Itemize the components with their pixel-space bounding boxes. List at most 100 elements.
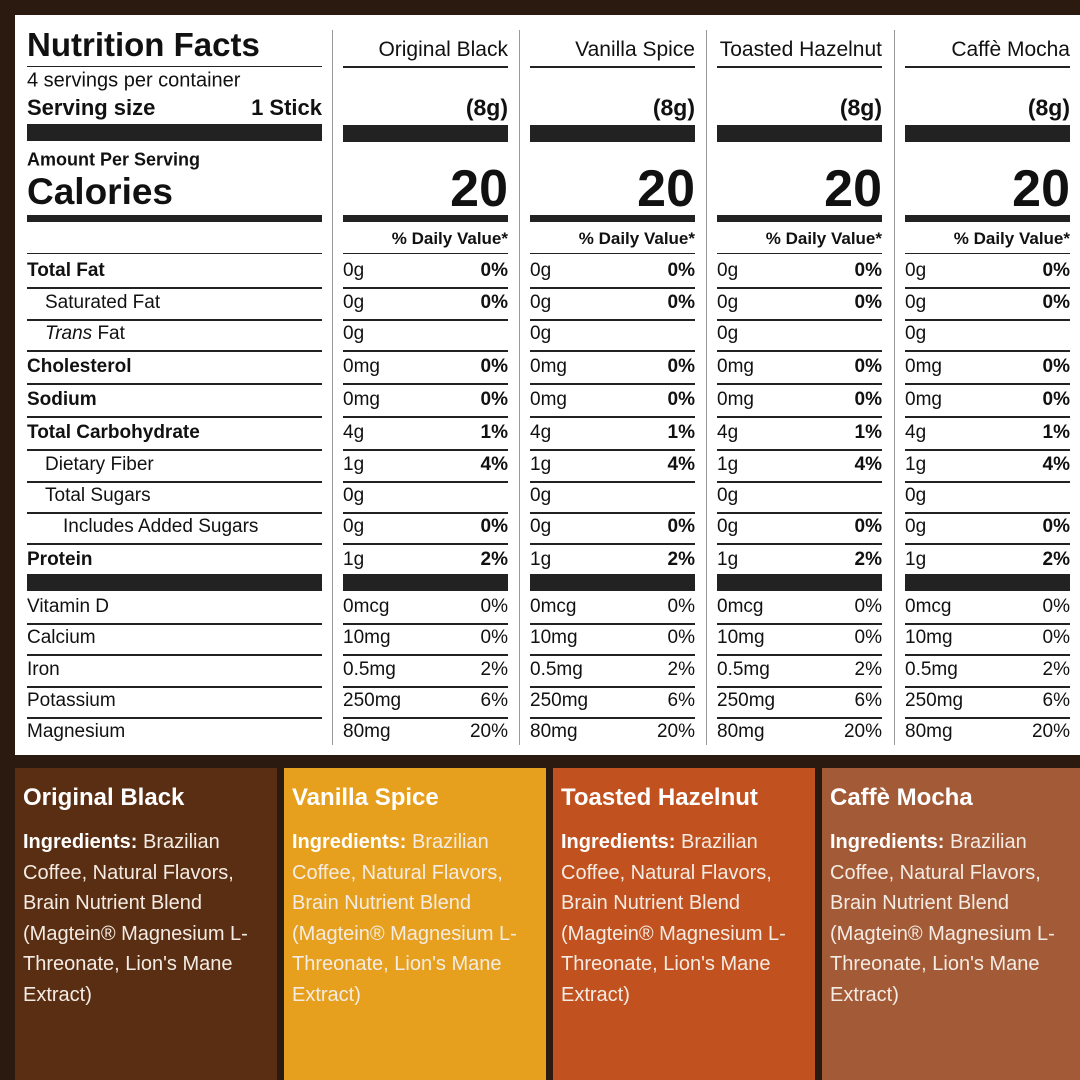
daily-value: 2% (480, 549, 508, 570)
ingredients: Brazilian Coffee, Natural Flavors, Brain… (830, 831, 1055, 1006)
rule (343, 416, 508, 418)
ingredient-title: Vanilla Spice (292, 784, 439, 811)
rule (27, 481, 322, 483)
ingredients: Brazilian Coffee, Natural Flavors, Brain… (292, 831, 517, 1006)
rule (27, 319, 322, 321)
nutrient-name: Total Fat (27, 260, 105, 281)
daily-value: 0% (480, 596, 508, 617)
vitamin-name: Vitamin D (27, 596, 110, 617)
rule (717, 383, 882, 385)
daily-value: 1% (1042, 422, 1070, 443)
amount: 10mg (530, 627, 578, 648)
daily-value: 0% (854, 389, 882, 410)
rule (27, 350, 322, 352)
calories-label: Calories (27, 171, 174, 212)
rule (905, 543, 1070, 545)
daily-value: 20% (656, 721, 695, 742)
daily-value: 2% (667, 659, 695, 680)
serving-size-label: Serving size (27, 95, 156, 120)
rule (905, 383, 1070, 385)
amount: 1g (905, 454, 927, 475)
product-name: Original Black (378, 38, 508, 61)
rule (343, 654, 508, 656)
rule (717, 717, 882, 719)
amount: 0g (717, 485, 739, 506)
thick-bar (27, 574, 322, 591)
rule (530, 512, 695, 514)
rule (717, 543, 882, 545)
product-name: Caffè Mocha (951, 38, 1070, 61)
nutrient-name: Protein (27, 549, 93, 570)
thick-bar (27, 124, 322, 141)
column-divider (332, 30, 333, 745)
daily-value: 4% (1042, 454, 1070, 475)
amount: 250mg (717, 690, 776, 711)
daily-value: 0% (480, 627, 508, 648)
rule (905, 717, 1070, 719)
amount: 0.5mg (717, 659, 770, 680)
daily-value: 6% (667, 690, 695, 711)
rule (717, 66, 882, 68)
amount: 0g (530, 485, 552, 506)
daily-value: 0% (480, 516, 508, 537)
rule (27, 383, 322, 385)
daily-value: 2% (1042, 549, 1070, 570)
daily-value: 0% (854, 596, 882, 617)
rule (717, 481, 882, 483)
amount: 1g (717, 454, 739, 475)
amount: 10mg (905, 627, 953, 648)
rule (905, 623, 1070, 625)
nutrient-name: Trans Fat (45, 323, 125, 345)
ingredient-text: Ingredients: Brazilian Coffee, Natural F… (830, 827, 1078, 1011)
amount: 0g (905, 323, 927, 344)
daily-value: 1% (667, 422, 695, 443)
amount: 0mg (530, 356, 567, 377)
amount: 1g (717, 549, 739, 570)
product-name: Toasted Hazelnut (719, 38, 882, 61)
calories: 20 (637, 160, 695, 218)
amount: 0g (530, 292, 552, 313)
rule (905, 350, 1070, 352)
daily-value: 0% (1042, 596, 1070, 617)
dv-header: % Daily Value* (765, 229, 882, 248)
amount: 250mg (905, 690, 964, 711)
daily-value: 0% (1042, 356, 1070, 377)
daily-value: 0% (480, 292, 508, 313)
rule (343, 449, 508, 451)
vitamin-name: Iron (27, 659, 60, 680)
amount: 0mcg (905, 596, 952, 617)
rule (343, 543, 508, 545)
nutrient-name: Total Sugars (45, 485, 151, 506)
amount: 1g (343, 454, 365, 475)
amount: 80mg (530, 721, 578, 742)
amount: 1g (530, 454, 552, 475)
amount: 0g (905, 485, 927, 506)
rule (343, 383, 508, 385)
daily-value: 1% (854, 422, 882, 443)
daily-value: 0% (1042, 292, 1070, 313)
daily-value: 0% (1042, 627, 1070, 648)
rule (343, 686, 508, 688)
rule (905, 253, 1070, 254)
amount: 0.5mg (530, 659, 583, 680)
amount: 0g (343, 516, 365, 537)
amount: 250mg (343, 690, 402, 711)
rule (905, 287, 1070, 289)
amount: 0.5mg (905, 659, 958, 680)
amount: 0g (717, 323, 739, 344)
title: Nutrition Facts (27, 26, 260, 63)
rule (343, 350, 508, 352)
rule (343, 66, 508, 68)
ingredient-text: Ingredients: Brazilian Coffee, Natural F… (561, 827, 809, 1011)
rule (717, 253, 882, 254)
daily-value: 0% (854, 260, 882, 281)
thick-bar (905, 125, 1070, 142)
thick-bar (905, 574, 1070, 591)
dv-header: % Daily Value* (578, 229, 695, 248)
amount: 0g (717, 516, 739, 537)
column-divider (706, 30, 707, 745)
rule (905, 654, 1070, 656)
daily-value: 0% (854, 292, 882, 313)
amount: 80mg (905, 721, 953, 742)
